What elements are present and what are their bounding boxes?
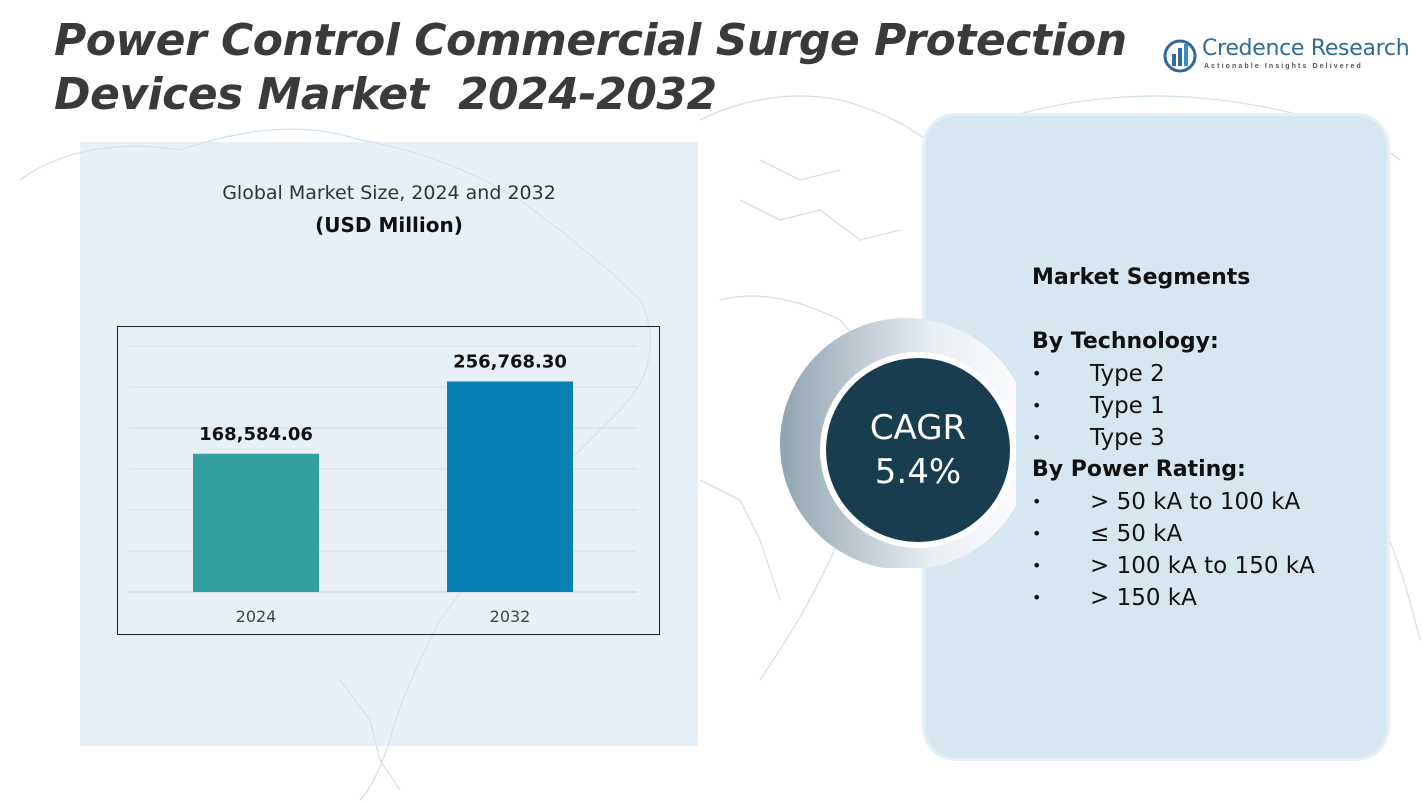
chart-panel (80, 142, 698, 746)
title-line-1: Power Control Commercial Surge Protectio… (54, 15, 1127, 66)
x-tick-label-2032: 2032 (490, 607, 531, 626)
segment-item: • > 100 kA to 150 kA (1032, 550, 1372, 582)
logo-tagline: Actionable Insights Delivered (1204, 63, 1363, 70)
page-title: Power Control Commercial Surge Protectio… (54, 14, 1127, 122)
segment-item-label: > 150 kA (1090, 585, 1197, 611)
bar-chart: 168,584.06 2024 256,768.30 2032 (117, 326, 660, 635)
segment-item: • Type 1 (1032, 390, 1372, 422)
bar-2032 (447, 381, 573, 592)
market-segments: Market Segments By Technology: • Type 2 •… (1032, 262, 1372, 614)
bullet-icon: • (1032, 428, 1042, 447)
cagr-label: CAGR (869, 408, 967, 448)
chart-frame (117, 326, 660, 635)
logo-icon (1163, 39, 1197, 73)
chart-title: Global Market Size, 2024 and 2032 (222, 182, 556, 204)
title-line-2: Devices Market 2024-2032 (54, 69, 717, 120)
chart-unit: (USD Million) (315, 213, 463, 237)
x-tick-label-2024: 2024 (236, 607, 277, 626)
bullet-icon: • (1032, 556, 1042, 575)
segment-item: • > 50 kA to 100 kA (1032, 486, 1372, 518)
segment-item: • ≤ 50 kA (1032, 518, 1372, 550)
segment-item: • Type 2 (1032, 358, 1372, 390)
segment-item-label: > 50 kA to 100 kA (1090, 489, 1301, 515)
bar-2024 (193, 453, 319, 592)
segment-item-label: Type 1 (1090, 393, 1165, 419)
cagr-circle (826, 358, 1010, 542)
bullet-icon: • (1032, 364, 1042, 383)
segment-item-label: ≤ 50 kA (1090, 521, 1183, 547)
data-label-2024: 168,584.06 (199, 424, 313, 445)
bullet-icon: • (1032, 396, 1042, 415)
bullet-icon: • (1032, 492, 1042, 511)
segment-item: • > 150 kA (1032, 582, 1372, 614)
segment-group-technology: By Technology: (1032, 329, 1219, 354)
credence-research-logo: Credence Research Actionable Insights De… (1162, 36, 1410, 76)
cagr-value: 5.4% (874, 452, 962, 492)
segment-item: • Type 3 (1032, 422, 1372, 454)
bullet-icon: • (1032, 524, 1042, 543)
segments-heading: Market Segments (1032, 265, 1251, 290)
data-label-2032: 256,768.30 (453, 351, 567, 372)
segment-item-label: Type 3 (1090, 425, 1165, 451)
segment-item-label: > 100 kA to 150 kA (1090, 553, 1315, 579)
segment-group-power-rating: By Power Rating: (1032, 457, 1246, 482)
logo-name: Credence Research (1202, 36, 1410, 61)
segment-item-label: Type 2 (1090, 361, 1165, 387)
cagr-badge (780, 318, 1016, 568)
bullet-icon: • (1032, 588, 1042, 607)
